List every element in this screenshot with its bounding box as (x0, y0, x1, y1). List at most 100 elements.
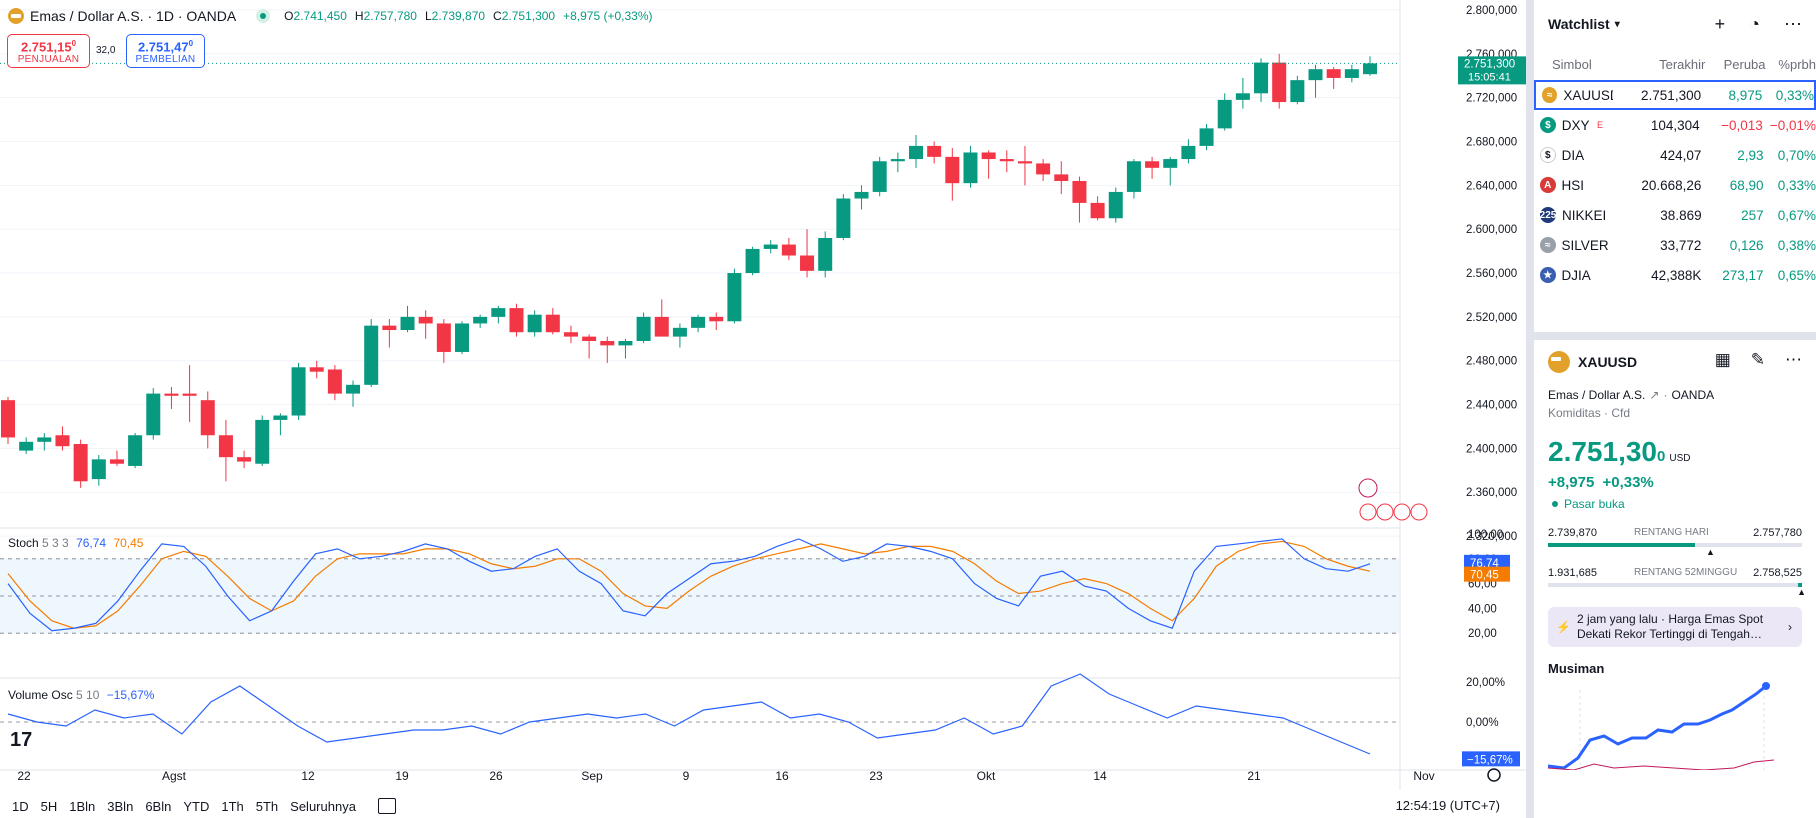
lightning-event-icon (1358, 478, 1378, 498)
watchlist-last: 38.869 (1660, 207, 1702, 223)
lightning-icon: ⚡ (1556, 620, 1571, 634)
tf-5h[interactable]: 5H (40, 798, 58, 814)
grid-icon[interactable]: ▦ (1714, 350, 1731, 369)
watchlist-panel: Watchlist ▾ + ◔ ⋯ Simbol Terakhir Peruba… (1534, 0, 1816, 818)
buy-button[interactable]: 2.751,470 PEMBELIAN (126, 34, 205, 68)
seasonal-chart[interactable] (1534, 680, 1816, 771)
edit-icon[interactable]: ✎ (1750, 350, 1765, 369)
col-change-pct[interactable]: %prbh (1778, 56, 1816, 72)
candle-body (91, 459, 106, 480)
candle-body (400, 316, 415, 331)
candle-body (73, 444, 88, 482)
price-axis-label: 2.360,000 (1466, 487, 1517, 499)
plus-icon[interactable]: + (1714, 14, 1726, 34)
candle-body (600, 340, 615, 346)
watchlist-change: 68,90 (1729, 177, 1764, 193)
volosc-line (7, 673, 1371, 755)
candle-body (945, 156, 960, 184)
details-name[interactable]: Emas / Dollar A.S. (1548, 388, 1646, 402)
ohlc-high: H2.757,780 (354, 9, 417, 23)
volosc-value-tag (1462, 751, 1520, 767)
stoch-k-tag (1464, 554, 1510, 570)
stoch-d-tag-value: 70,45 (1470, 570, 1499, 582)
col-symbol[interactable]: Simbol (1552, 56, 1592, 72)
calendar-icon[interactable] (377, 798, 396, 814)
market-open-icon (256, 9, 271, 23)
stoch-d-tag (1464, 566, 1510, 582)
week52-marker-icon: ▲ (1797, 587, 1806, 597)
candle-body (164, 393, 179, 396)
watchlist-change-pct: 0,65% (1777, 267, 1816, 283)
week52-high: 2.758,525 (1753, 567, 1802, 579)
price-chart[interactable]: 2.800,0002.760,0002.720,0002.680,0002.64… (0, 0, 1526, 790)
more-icon[interactable]: ⋯ (1784, 14, 1802, 34)
candle-body (1054, 174, 1069, 181)
panel-separator (1534, 332, 1816, 340)
col-change[interactable]: Peruba (1723, 56, 1766, 72)
chevron-down-icon[interactable]: ▾ (1614, 18, 1620, 30)
candle-body (255, 419, 270, 464)
candle-body (1181, 145, 1196, 160)
volume-osc-label[interactable]: Volume Osc 5 10 −15,67% (8, 688, 155, 702)
watchlist-change: −0,013 (1721, 117, 1763, 133)
watchlist-last: 20.668,26 (1641, 177, 1702, 193)
candle-body (745, 248, 760, 274)
week52-range-bar (1548, 583, 1802, 587)
candle-body (727, 273, 742, 322)
watchlist-change-pct: 0,70% (1777, 147, 1816, 163)
candle-body (146, 393, 161, 436)
watchlist-columns: Simbol Terakhir Peruba %prbh (1534, 48, 1816, 80)
chart-area[interactable]: 2.800,000 2.760,000 2.720,000 2.680,000 2.64… (0, 0, 1526, 790)
week52-range-label: RENTANG 52MINGGU (1634, 567, 1738, 578)
last-price-tag (1458, 56, 1526, 85)
panel-divider[interactable] (1526, 0, 1534, 818)
tf-1bln[interactable]: 1Bln (69, 798, 96, 814)
tf-6bln[interactable]: 6Bln (145, 798, 172, 814)
candle-body (1254, 62, 1269, 94)
candle-body (800, 255, 815, 271)
tf-1th[interactable]: 1Th (221, 798, 244, 814)
price-axis-label: 2.400,000 (1466, 443, 1517, 455)
symbol-title[interactable]: Emas / Dollar A.S. · 1D · OANDA (30, 8, 237, 24)
ohlc-open: O2.741,450 (284, 9, 347, 23)
news-card[interactable]: ⚡ 2 jam yang lalu · Harga Emas Spot Deka… (1548, 607, 1802, 647)
tf-all[interactable]: Seluruhnya (290, 798, 356, 814)
details-exchange: OANDA (1671, 388, 1715, 402)
candle-body (1272, 62, 1287, 103)
tf-3bln[interactable]: 3Bln (107, 798, 134, 814)
price-axis-label: 2.560,000 (1466, 268, 1517, 280)
candle-body (128, 435, 143, 466)
seasonal-title: Musiman (1548, 661, 1605, 676)
candle-body (763, 244, 778, 249)
watchlist-row-dia[interactable]: $ DIA 424,07 2,93 0,70% (1534, 140, 1816, 170)
external-link-icon[interactable]: ↗ (1649, 388, 1660, 402)
candle-body (691, 316, 706, 328)
us-flag-event-icon (1376, 503, 1394, 521)
stoch-label[interactable]: Stoch 5 3 3 76,74 70,45 (8, 536, 144, 550)
tf-1d[interactable]: 1D (12, 798, 29, 814)
volosc-axis-label: 0,00% (1466, 717, 1499, 729)
watchlist-rows: ≈ XAUUSD 2.751,300 8,975 0,33% $ DXY E 104,304 −0… (1534, 80, 1816, 290)
watchlist-row-xauusd[interactable]: ≈ XAUUSD 2.751,300 8,975 0,33% (1534, 80, 1816, 110)
pie-chart-icon[interactable]: ◔ (1749, 14, 1760, 34)
watchlist-row-hsi[interactable]: A HSI 20.668,26 68,90 0,33% (1534, 170, 1816, 200)
candle-body (999, 159, 1014, 162)
watchlist-row-nikkei[interactable]: 225 NIKKEI 38.869 257 0,67% (1534, 200, 1816, 230)
watchlist-title[interactable]: Watchlist (1548, 16, 1610, 32)
candle-body (1108, 191, 1123, 219)
candle-body (346, 384, 361, 394)
tf-ytd[interactable]: YTD (183, 798, 210, 814)
watchlist-row-dxy[interactable]: $ DXY E 104,304 −0,013 −0,01% (1534, 110, 1816, 140)
status-dot-icon (1552, 501, 1558, 507)
time-axis-label: Okt (977, 769, 996, 783)
candle-body (1, 400, 15, 438)
candle-body (291, 367, 306, 416)
sell-button[interactable]: 2.751,150 PENJUALAN (7, 34, 90, 68)
watchlist-row-djia[interactable]: ★ DJIA 42,388K 273,17 0,65% (1534, 260, 1816, 290)
candle-body (1036, 163, 1051, 175)
more-icon[interactable]: ⋯ (1785, 350, 1802, 369)
watchlist-row-silver[interactable]: ≈ SILVER 33,772 0,126 0,38% (1534, 230, 1816, 260)
col-last[interactable]: Terakhir (1659, 56, 1706, 72)
clock[interactable]: 12:54:19 (UTC+7) (1395, 798, 1500, 813)
tf-5th[interactable]: 5Th (255, 798, 279, 814)
